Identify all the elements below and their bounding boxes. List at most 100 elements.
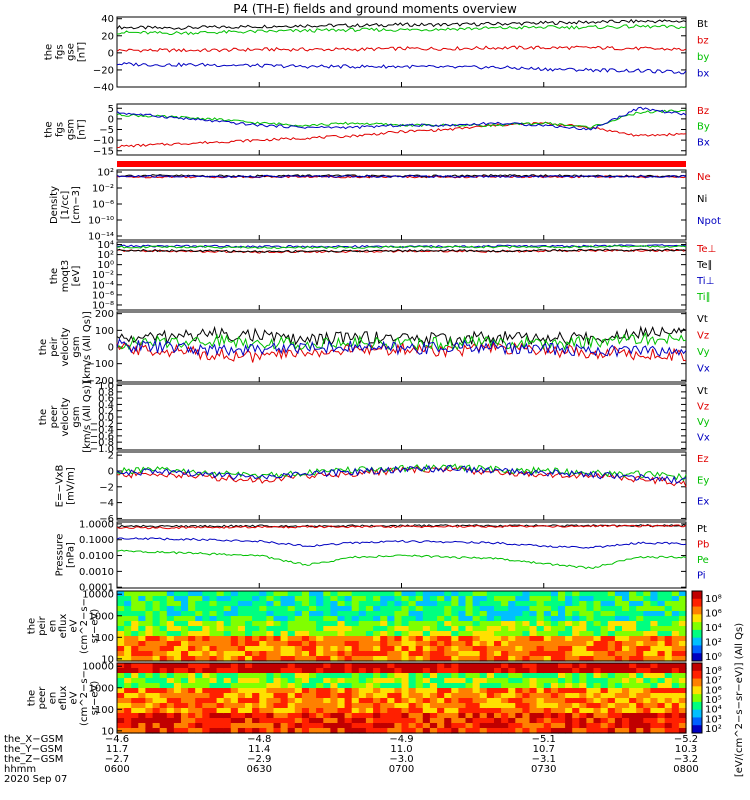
spectrogram-cell bbox=[437, 601, 445, 607]
spectrogram-cell bbox=[622, 651, 630, 657]
x-gsm-value: −4.6 bbox=[105, 734, 129, 745]
spectrogram-cell bbox=[536, 611, 545, 617]
spectrogram-cell bbox=[152, 678, 161, 684]
spectrogram-cell bbox=[237, 713, 246, 719]
spectrogram-cell bbox=[152, 601, 161, 607]
spectrogram-cell bbox=[536, 651, 545, 657]
spectrogram-cell bbox=[380, 616, 388, 622]
spectrogram-cell bbox=[309, 646, 317, 652]
spectrogram-cell bbox=[145, 728, 154, 734]
spectrogram-cell bbox=[415, 601, 424, 607]
spectrogram-cell bbox=[429, 651, 438, 657]
spectrogram-cell bbox=[280, 626, 289, 632]
spectrogram-cell bbox=[429, 678, 438, 684]
ylabel-efield: [mV/m] bbox=[66, 467, 77, 505]
spectrogram-cell bbox=[508, 698, 516, 704]
spectrogram-cell bbox=[266, 683, 275, 689]
spectrogram-cell bbox=[529, 601, 538, 607]
spectrogram-cell bbox=[181, 636, 189, 642]
spectrogram-cell bbox=[643, 683, 651, 689]
spectrogram-cell bbox=[330, 611, 339, 617]
spectrogram-cell bbox=[387, 656, 395, 662]
series-temperature-1 bbox=[116, 248, 687, 253]
spectrogram-cell bbox=[301, 616, 310, 622]
spectrogram-cell bbox=[429, 688, 438, 694]
spectrogram-cell bbox=[657, 703, 666, 709]
spectrogram-cell bbox=[678, 673, 687, 679]
spectrogram-cell bbox=[472, 616, 481, 622]
ylabel-efield: E=−VxB bbox=[55, 465, 66, 508]
spectrogram-cell bbox=[586, 626, 595, 632]
spectrogram-cell bbox=[657, 728, 666, 734]
spectrogram-cell bbox=[643, 728, 651, 734]
spectrogram-cell bbox=[408, 621, 417, 627]
spectrogram-cell bbox=[607, 668, 616, 674]
spectrogram-cell bbox=[294, 656, 303, 662]
spectrogram-cell bbox=[486, 708, 495, 714]
spectrogram-cell bbox=[543, 703, 552, 709]
spectrogram-cell bbox=[252, 626, 260, 632]
spectrogram-cell bbox=[586, 646, 595, 652]
spectrogram-cell bbox=[458, 723, 467, 729]
spectrogram-cell bbox=[301, 728, 310, 734]
spectrogram-cell bbox=[664, 663, 673, 669]
spectrogram-cell bbox=[508, 703, 516, 709]
spectrogram-cell bbox=[451, 616, 459, 622]
spectrogram-cell bbox=[202, 713, 210, 719]
spectrogram-cell bbox=[280, 713, 289, 719]
spectrogram-cell bbox=[458, 616, 467, 622]
spectrogram-cell bbox=[351, 621, 360, 627]
spectrogram-cell bbox=[237, 698, 246, 704]
spectrogram-cell bbox=[131, 723, 139, 729]
spectrogram-cell bbox=[550, 591, 559, 597]
spectrogram-cell bbox=[558, 713, 566, 719]
ytick-label-density: 10⁻² bbox=[92, 184, 114, 195]
spectrogram-cell bbox=[230, 656, 239, 662]
series-fgs-gse-2 bbox=[116, 24, 687, 36]
spectrogram-cell bbox=[323, 708, 331, 714]
spectrogram-cell bbox=[152, 596, 161, 602]
spectrogram-cell bbox=[301, 723, 310, 729]
spectrogram-cell bbox=[401, 688, 410, 694]
spectrogram-cell bbox=[344, 621, 353, 627]
spectrogram-cell bbox=[358, 693, 367, 699]
spectrogram-cell bbox=[636, 651, 644, 657]
spectrogram-cell bbox=[657, 591, 666, 597]
spectrogram-cell bbox=[536, 641, 545, 647]
spectrogram-cell bbox=[671, 688, 680, 694]
spectrogram-cell bbox=[479, 708, 488, 714]
spectrogram-cell bbox=[330, 678, 339, 684]
spectrogram-cell bbox=[558, 728, 566, 734]
spectrogram-cell bbox=[365, 698, 374, 704]
ytick-label-fgs-gse: −20 bbox=[93, 65, 114, 76]
spectrogram-cell bbox=[223, 668, 232, 674]
spectrogram-cell bbox=[166, 698, 175, 704]
spectrogram-cell bbox=[117, 641, 125, 647]
spectrogram-cell bbox=[657, 636, 666, 642]
spectrogram-cell bbox=[444, 668, 452, 674]
spectrogram-cell bbox=[273, 668, 282, 674]
spectrogram-cell bbox=[138, 688, 146, 694]
spectrogram-cell bbox=[415, 616, 424, 622]
ytick-label-peer-velocity: 0.4 bbox=[98, 400, 114, 411]
spectrogram-cell bbox=[472, 718, 481, 724]
spectrogram-cell bbox=[565, 718, 573, 724]
ytick-label-fgs-gsm: −10 bbox=[93, 136, 114, 147]
ylabel-fgs-gse: [nT] bbox=[77, 42, 88, 62]
spectrogram-cell bbox=[280, 678, 289, 684]
spectrogram-cell bbox=[643, 718, 651, 724]
spectrogram-cell bbox=[373, 703, 381, 709]
spectrogram-cell bbox=[351, 646, 360, 652]
spectrogram-cell bbox=[330, 646, 339, 652]
spectrogram-cell bbox=[309, 626, 317, 632]
spectrogram-cell bbox=[508, 723, 516, 729]
spectrogram-cell bbox=[451, 693, 459, 699]
spectrogram-cell bbox=[543, 611, 552, 617]
spectrogram-cell bbox=[152, 698, 161, 704]
spectrogram-cell bbox=[444, 641, 452, 647]
spectrogram-cell bbox=[508, 693, 516, 699]
series-fgs-gsm-2 bbox=[116, 106, 687, 131]
spectrogram-cell bbox=[543, 591, 552, 597]
spectrogram-cell bbox=[280, 656, 289, 662]
spectrogram-cell bbox=[166, 626, 175, 632]
